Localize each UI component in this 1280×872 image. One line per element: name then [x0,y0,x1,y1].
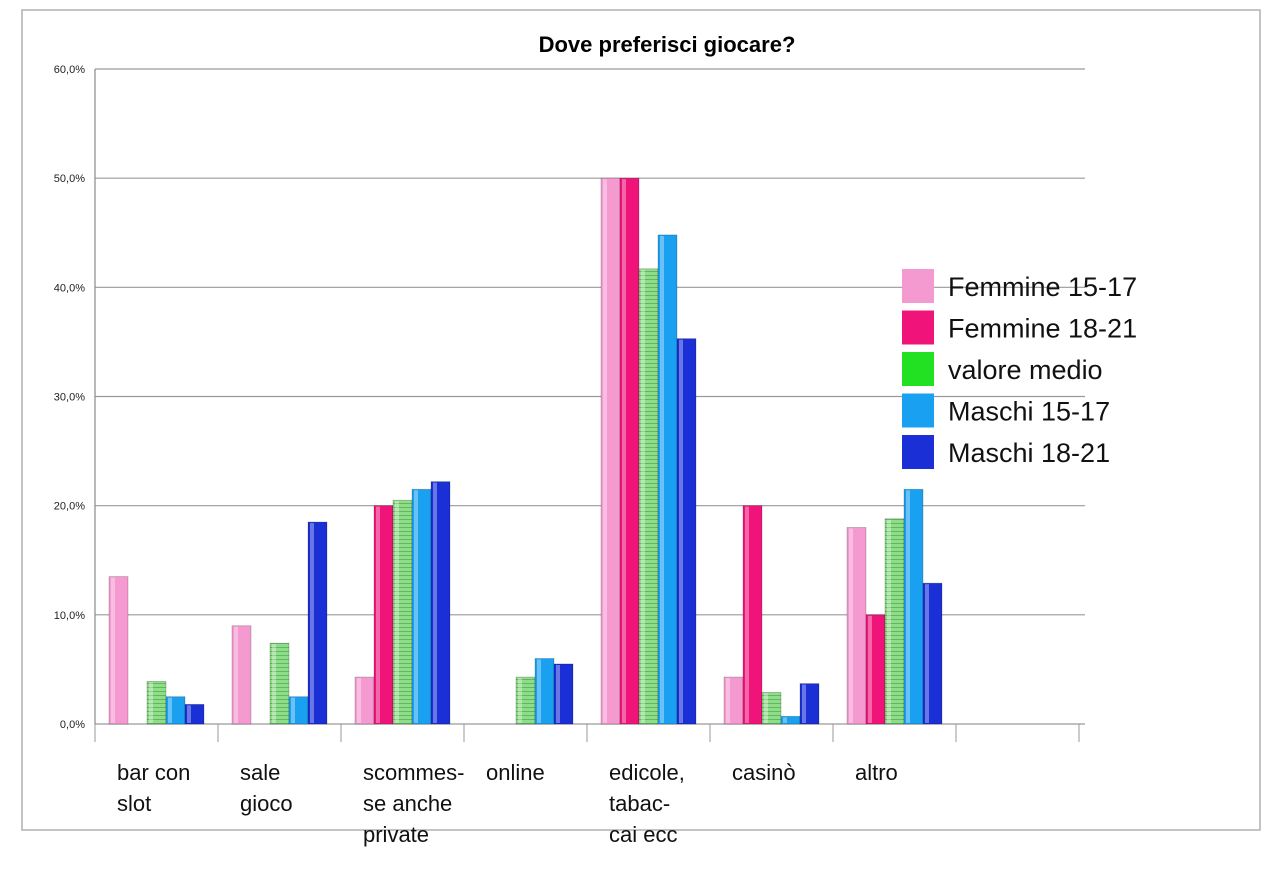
legend-label: Maschi 18-21 [948,438,1110,468]
x-category-label: casinò [732,760,796,785]
legend-swatch [902,393,934,428]
legend-label: valore medio [948,355,1103,385]
bar-highlight [272,644,276,723]
legend-swatch [902,435,934,469]
bar-highlight [783,717,787,723]
y-tick-label: 60,0% [54,64,85,76]
bar-highlight [149,682,153,723]
legend-label: Maschi 15-17 [948,397,1110,427]
bar-highlight [111,577,115,723]
bar-highlight [537,659,541,723]
bar [742,505,763,725]
bar-highlight [187,705,191,723]
bar-highlight [291,697,295,723]
x-category-label: online [486,760,545,785]
bar-highlight [887,519,891,723]
bar-highlight [414,490,418,723]
x-category-label: scommes-se anche private [363,760,464,847]
legend: Femmine 15-17 Femmine 18-21 valore medio Ma… [902,269,1137,469]
y-tick-label: 50,0% [54,173,85,185]
y-tick-label: 30,0% [54,392,85,404]
bar [553,663,574,725]
legend-swatch [902,352,934,386]
bar-highlight [310,523,314,723]
bar-highlight [802,684,806,723]
x-category-label: edicole, tabac-cai ecc [609,760,685,847]
bars [108,177,943,725]
bar-highlight [764,693,768,723]
bar-highlight [679,339,683,723]
bar-highlight [906,490,910,723]
x-category-label: sale gioco [240,760,293,816]
bar-highlight [641,269,645,723]
y-tick-label: 0,0% [60,719,85,731]
bar-highlight [234,626,238,723]
legend-label: Femmine 18-21 [948,314,1137,344]
y-tick-label: 20,0% [54,501,85,513]
bar-highlight [518,678,522,723]
y-axis-ticks: 0,0% 10,0% 20,0% 30,0% 40,0% 50,0% 60,0% [54,64,85,731]
bar-highlight [433,482,437,723]
y-tick-label: 10,0% [54,610,85,622]
bar [269,642,290,725]
bar-highlight [603,179,607,723]
bar-highlight [660,235,664,723]
y-tick-label: 40,0% [54,282,85,294]
bar [231,625,252,725]
bar [761,691,782,725]
bar-highlight [745,506,749,723]
bar [799,683,820,725]
bar-highlight [925,584,929,723]
bar [184,703,205,725]
x-category-label: bar con slot [117,760,190,816]
bar-highlight [556,664,560,723]
legend-swatch [902,310,934,345]
bar-highlight [376,506,380,723]
bar-highlight [357,678,361,723]
chart-title: Dove preferisci giocare? [539,32,796,57]
bar-highlight [849,528,853,723]
bar-highlight [726,678,730,723]
legend-swatch [902,269,934,303]
x-category-label: altro [855,760,898,785]
bar-highlight [395,501,399,723]
bar-highlight [622,179,626,723]
bar [922,582,943,725]
bar [676,338,697,725]
bar-highlight [868,615,872,723]
x-axis-labels: bar con slot sale gioco scommes-se anche priv… [117,760,898,847]
legend-label: Femmine 15-17 [948,272,1137,302]
bar [307,521,328,725]
bar [430,481,451,725]
bar [108,576,129,725]
bar-highlight [168,697,172,723]
